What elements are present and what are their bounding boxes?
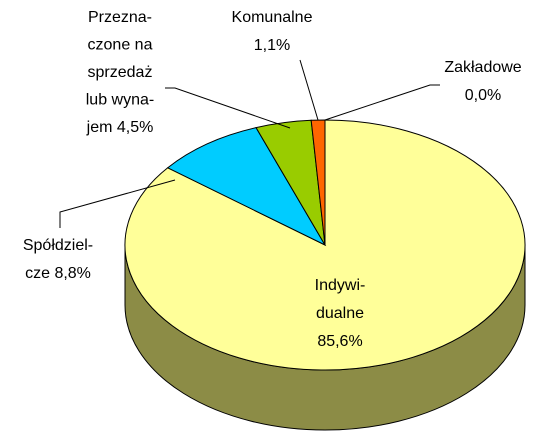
value-label: 1,1% xyxy=(254,37,290,54)
category-label: sprzedaż xyxy=(88,64,153,81)
leader-line xyxy=(299,59,319,121)
category-label: czone na xyxy=(88,37,153,54)
value-label: 0,0% xyxy=(465,87,501,104)
value-label: 85,6% xyxy=(317,333,362,350)
category-label: Indywi- xyxy=(315,277,366,294)
data-label: Zakładowe 0,0% xyxy=(444,59,521,104)
leader-line xyxy=(165,87,291,129)
data-label: Przezna-czone na sprzedaż lub wyna-jem 4,5… xyxy=(86,9,155,136)
category-label: Komunalne xyxy=(232,9,313,26)
leader-line xyxy=(324,84,440,121)
value-label: 8,8% xyxy=(54,265,90,282)
category-label: dualne xyxy=(316,305,364,322)
category-label: jem xyxy=(86,119,113,136)
data-label: Komunalne 1,1% xyxy=(232,9,313,54)
data-label: Indywi-dualne 85,6% xyxy=(315,277,366,350)
data-label: Spółdziel-cze 8,8% xyxy=(23,237,93,282)
category-label: Przezna- xyxy=(88,9,152,26)
category-label: Spółdziel- xyxy=(23,237,93,254)
category-label: lub wyna- xyxy=(86,92,154,109)
pie-slice xyxy=(166,127,327,247)
value-label: 4,5% xyxy=(117,119,153,136)
category-label: cze xyxy=(25,265,50,282)
leader-line xyxy=(59,179,176,228)
category-label: Zakładowe xyxy=(444,59,521,76)
